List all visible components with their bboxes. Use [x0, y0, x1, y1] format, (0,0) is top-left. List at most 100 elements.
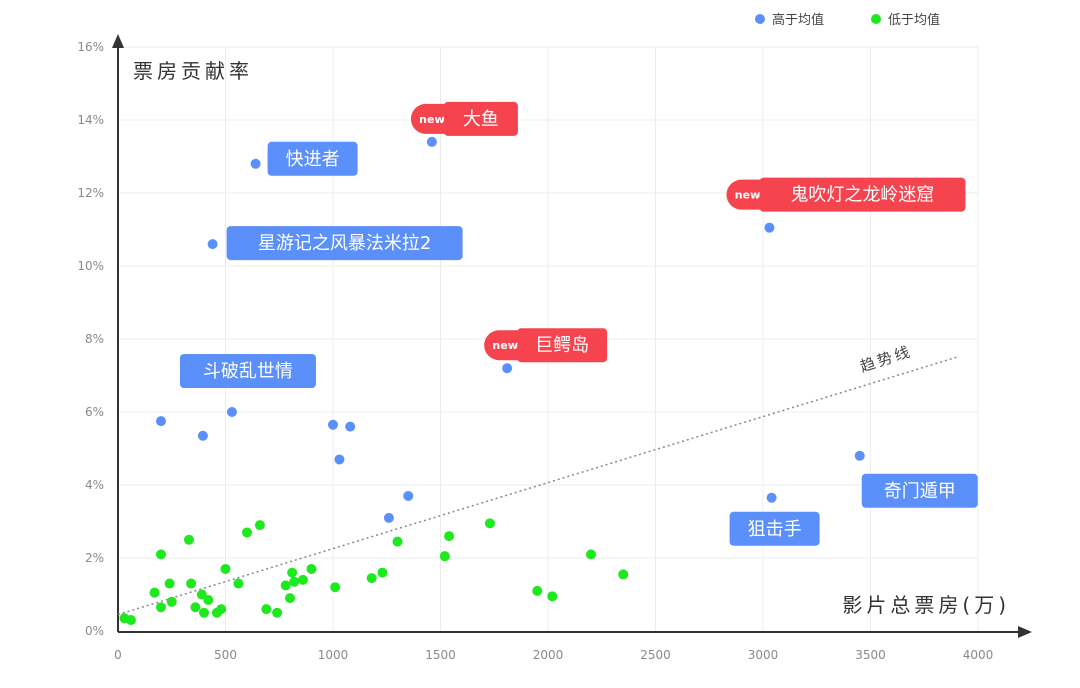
trend-line-label: 趋势线: [858, 342, 915, 376]
legend-item: 高于均值: [755, 12, 824, 28]
axes: 票房贡献率 影片总票房(万): [112, 34, 1032, 638]
data-point-above-mean: [197, 430, 208, 441]
data-point-above-mean: [854, 450, 865, 461]
legend-marker: [755, 14, 765, 24]
legend-label: 低于均值: [888, 12, 940, 28]
data-point-below-mean: [199, 607, 209, 618]
data-point-above-mean: [403, 490, 414, 501]
data-point-below-mean: [285, 593, 295, 604]
callout-box: [226, 226, 463, 261]
x-tick-label: 3000: [748, 648, 779, 662]
data-point-below-mean: [254, 520, 265, 531]
x-tick-label: 1000: [318, 648, 349, 662]
data-point-below-mean: [280, 580, 291, 591]
x-axis-arrow: [1018, 626, 1032, 638]
callout-red: 巨鳄岛 new: [484, 328, 608, 363]
data-point-below-mean: [242, 527, 252, 538]
callout-box: [443, 101, 518, 136]
x-axis-title: 影片总票房(万): [842, 593, 1010, 617]
data-point-above-mean: [426, 136, 437, 147]
callout-label: 奇门遁甲: [884, 481, 956, 502]
callout-box: [759, 177, 966, 212]
new-badge: new: [410, 103, 452, 134]
data-point-above-mean: [226, 407, 237, 417]
data-point-below-mean: [586, 549, 596, 560]
callout-box: [861, 473, 978, 508]
data-point-below-mean: [156, 602, 166, 613]
data-point-below-mean: [377, 567, 388, 578]
trend-line: [117, 356, 957, 616]
new-badge-label: new: [735, 189, 760, 202]
data-point-below-mean: [439, 551, 450, 562]
new-badge-label: new: [492, 339, 517, 352]
data-point-below-mean: [156, 549, 166, 560]
callout-blue: 狙击手: [729, 511, 820, 546]
y-tick-label: 4%: [85, 478, 104, 492]
data-point-below-mean: [297, 574, 308, 585]
callout-box: [267, 141, 358, 176]
callout-label: 大鱼: [463, 109, 499, 130]
x-tick-label: 1500: [425, 648, 456, 662]
data-point-above-mean: [207, 239, 218, 250]
data-point-below-mean: [166, 596, 177, 607]
y-tick-label: 10%: [77, 259, 104, 273]
data-point-above-mean: [250, 158, 261, 169]
new-badge-shape: [410, 103, 452, 134]
data-point-below-mean: [618, 569, 629, 580]
data-point-below-mean: [532, 585, 543, 596]
x-tick-label: 500: [214, 648, 237, 662]
x-tick-label: 2500: [640, 648, 671, 662]
callout-label: 斗破乱世情: [203, 361, 293, 382]
callout-box: [729, 511, 820, 546]
data-point-above-mean: [383, 512, 394, 523]
callout-label: 狙击手: [748, 519, 802, 540]
data-point-above-mean: [328, 419, 338, 430]
data-point-above-mean: [156, 416, 166, 427]
x-tick-label: 3500: [855, 648, 886, 662]
x-tick-label: 4000: [963, 648, 994, 662]
callout-box: [179, 354, 316, 388]
data-point-below-mean: [484, 518, 495, 529]
callout-red: 鬼吹灯之龙岭迷窟 new: [726, 177, 966, 212]
new-badge-label: new: [419, 113, 444, 126]
callout-label: 星游记之风暴法米拉2: [258, 233, 431, 254]
data-point-below-mean: [186, 578, 197, 589]
callout-label: 快进者: [286, 149, 340, 170]
legend-marker: [871, 14, 881, 24]
data-point-below-mean: [261, 604, 272, 615]
data-point-below-mean: [183, 534, 194, 545]
data-point-above-mean: [334, 454, 345, 465]
callout-box: [517, 328, 608, 363]
callout-blue: 斗破乱世情: [179, 354, 316, 388]
data-points: [119, 136, 865, 626]
legend-item: 低于均值: [871, 12, 940, 28]
data-point-below-mean: [287, 567, 298, 578]
data-point-below-mean: [190, 602, 201, 613]
callout-red: 大鱼 new: [410, 101, 518, 136]
data-point-below-mean: [125, 615, 136, 626]
data-point-below-mean: [366, 573, 377, 584]
y-tick-label: 12%: [77, 186, 104, 200]
y-tick-label: 0%: [85, 624, 104, 638]
callout-label: 鬼吹灯之龙岭迷窟: [790, 185, 934, 206]
callout-label: 巨鳄岛: [535, 335, 589, 356]
y-axis-arrow: [112, 34, 124, 48]
new-badge: new: [726, 179, 768, 210]
y-tick-label: 8%: [85, 332, 104, 346]
new-badge: new: [484, 330, 526, 361]
data-point-below-mean: [330, 582, 341, 593]
data-point-above-mean: [502, 363, 513, 374]
new-badge-shape: [484, 330, 526, 361]
data-point-below-mean: [164, 578, 175, 589]
y-tick-label: 2%: [85, 551, 104, 565]
callout-blue: 快进者: [267, 141, 358, 176]
y-tick-label: 6%: [85, 405, 104, 419]
callout-blue: 奇门遁甲: [861, 473, 978, 508]
y-axis-title: 票房贡献率: [133, 59, 253, 83]
legend: 高于均值 低于均值: [755, 12, 940, 28]
data-point-below-mean: [149, 587, 160, 598]
y-tick-label: 14%: [77, 113, 104, 127]
callout-blue: 星游记之风暴法米拉2: [226, 226, 463, 261]
